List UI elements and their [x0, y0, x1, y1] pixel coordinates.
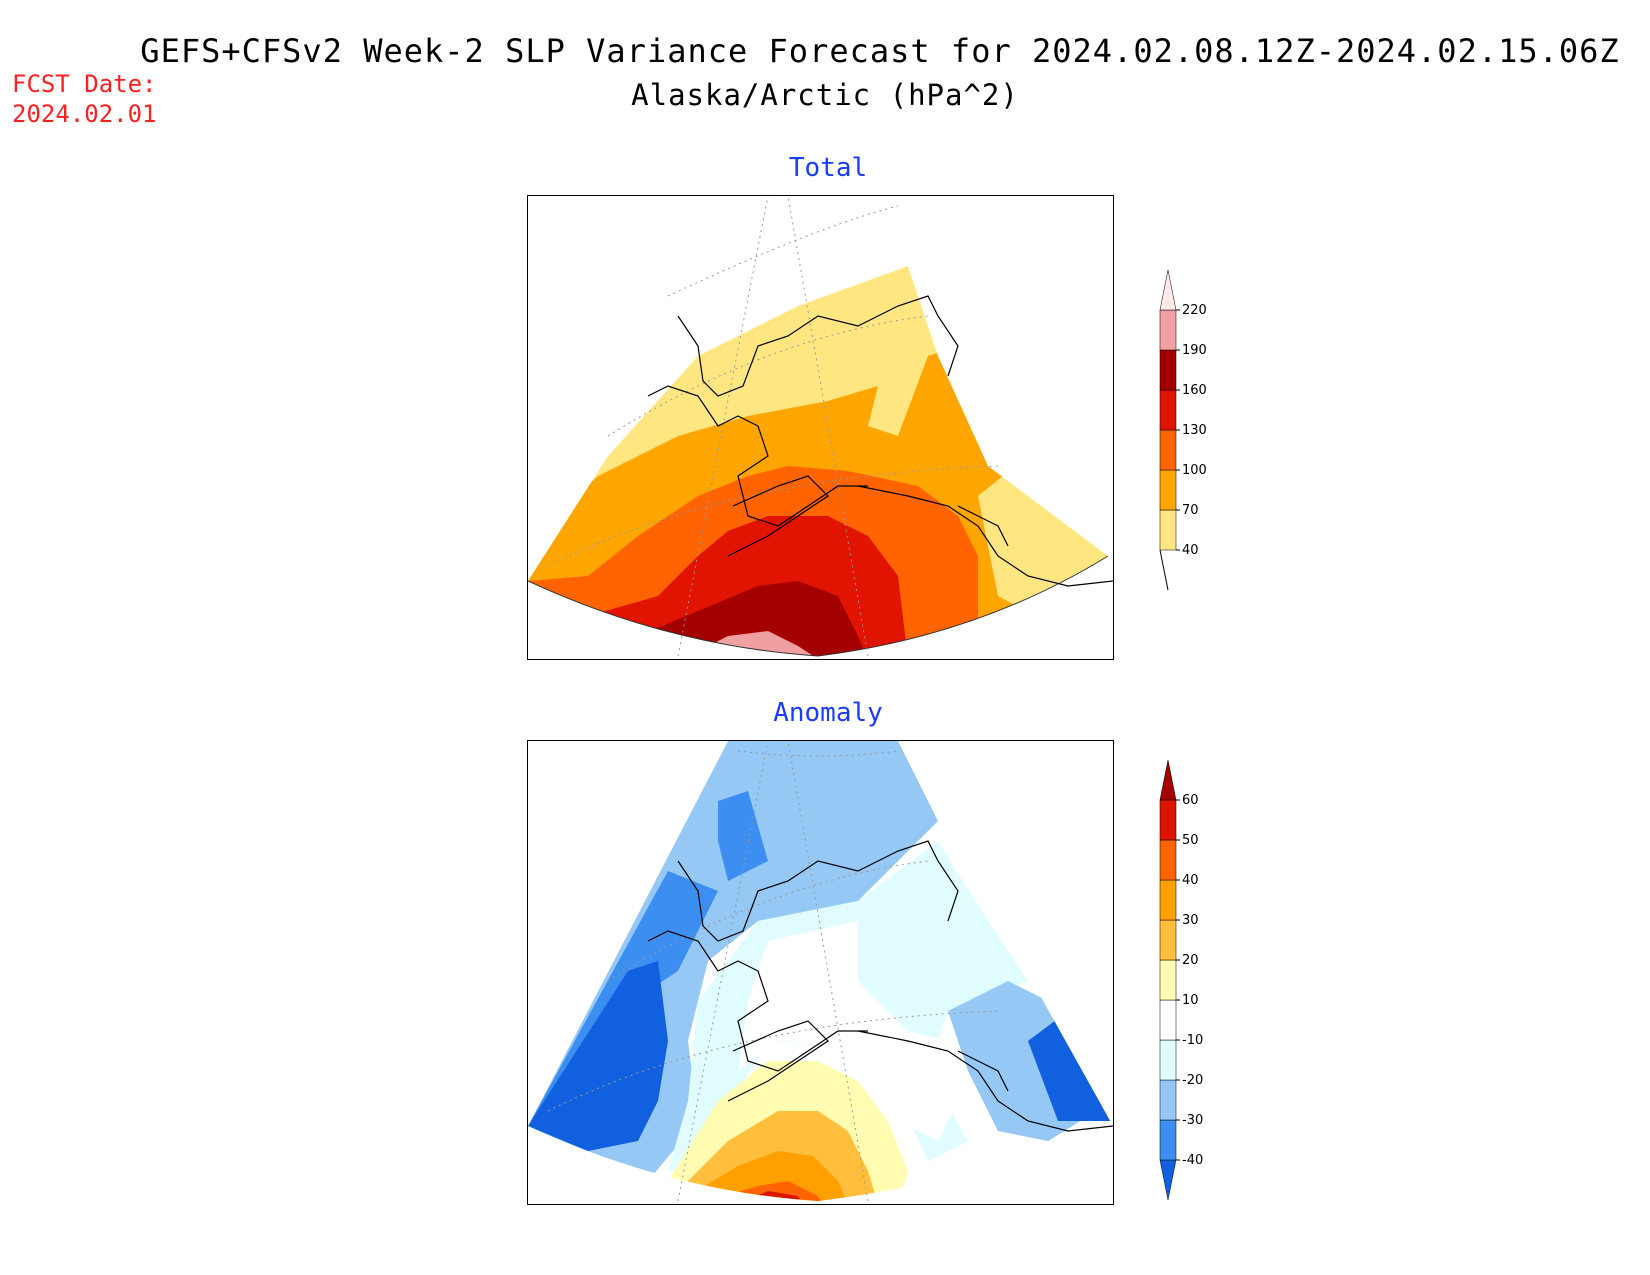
- colorbar-box: [1159, 1079, 1177, 1121]
- colorbar-tick-label: 160: [1182, 383, 1207, 398]
- panel-title-anomaly: Anomaly: [773, 698, 883, 728]
- colorbar-bottom-triangle: [1159, 1159, 1177, 1201]
- anomaly-contours: [528, 741, 1113, 1201]
- colorbar-tick-label: 30: [1182, 913, 1199, 928]
- colorbar-tick-label: 220: [1182, 303, 1207, 318]
- subtitle-region-units: Alaska/Arctic (hPa^2): [631, 78, 1019, 112]
- colorbar-box: [1159, 999, 1177, 1041]
- colorbar-box: [1159, 1119, 1177, 1161]
- forecast-date-value: 2024.02.01: [12, 100, 157, 128]
- colorbar-tick-label: 40: [1182, 543, 1199, 558]
- coastline: [647, 295, 1113, 587]
- anomaly-variance-map: [527, 740, 1114, 1205]
- anomaly-colorbar: -40 -30 -20 -10 10 20 30 40 50 60: [1150, 750, 1230, 1201]
- colorbar-box: [1159, 1039, 1177, 1081]
- total-colorbar: 40 70 100 130 160 190 220: [1150, 260, 1230, 600]
- colorbar-tick-label: 130: [1182, 423, 1207, 438]
- colorbar-box: [1159, 919, 1177, 961]
- colorbar-tick-label: -40: [1182, 1153, 1203, 1168]
- colorbar-tick-label: 10: [1182, 993, 1199, 1008]
- main-title: GEFS+CFSv2 Week-2 SLP Variance Forecast …: [140, 32, 1620, 70]
- colorbar-tick-label: 50: [1182, 833, 1199, 848]
- colorbar-tick-label: 100: [1182, 463, 1207, 478]
- colorbar-box: [1159, 469, 1177, 511]
- colorbar-tick-label: 20: [1182, 953, 1199, 968]
- colorbar-box: [1159, 429, 1177, 471]
- colorbar-box: [1159, 509, 1177, 551]
- forecast-date-label: FCST Date:: [12, 70, 157, 98]
- total-contours: [528, 266, 1108, 656]
- graticule: [547, 741, 999, 1202]
- panel-title-total: Total: [788, 153, 868, 183]
- colorbar-box: [1159, 309, 1177, 351]
- colorbar-top-triangle: [1159, 759, 1177, 801]
- colorbar-tick-label: 40: [1182, 873, 1199, 888]
- total-variance-map: [527, 195, 1114, 660]
- colorbar-tick-label: -30: [1182, 1113, 1203, 1128]
- colorbar-box: [1159, 879, 1177, 921]
- anomaly-map-svg: [528, 741, 1113, 1202]
- colorbar-tick-label: -10: [1182, 1033, 1203, 1048]
- total-map-svg: [528, 196, 1113, 657]
- colorbar-box: [1159, 389, 1177, 431]
- colorbar-tick-label: -20: [1182, 1073, 1203, 1088]
- colorbar-box: [1159, 959, 1177, 1001]
- coastline: [647, 840, 1113, 1132]
- colorbar-tick-label: 190: [1182, 343, 1207, 358]
- colorbar-top-triangle: [1159, 269, 1177, 311]
- colorbar-tick-label: 70: [1182, 503, 1199, 518]
- colorbar-box: [1159, 799, 1177, 841]
- anomaly-colorbar-svg: -40 -30 -20 -10 10 20 30 40 50 60: [1159, 759, 1203, 1201]
- colorbar-box: [1159, 839, 1177, 881]
- total-colorbar-svg: 40 70 100 130 160 190 220: [1159, 269, 1207, 591]
- colorbar-tick-label: 60: [1182, 793, 1199, 808]
- colorbar-tail: [1159, 549, 1169, 591]
- graticule: [547, 196, 999, 657]
- colorbar-box: [1159, 349, 1177, 391]
